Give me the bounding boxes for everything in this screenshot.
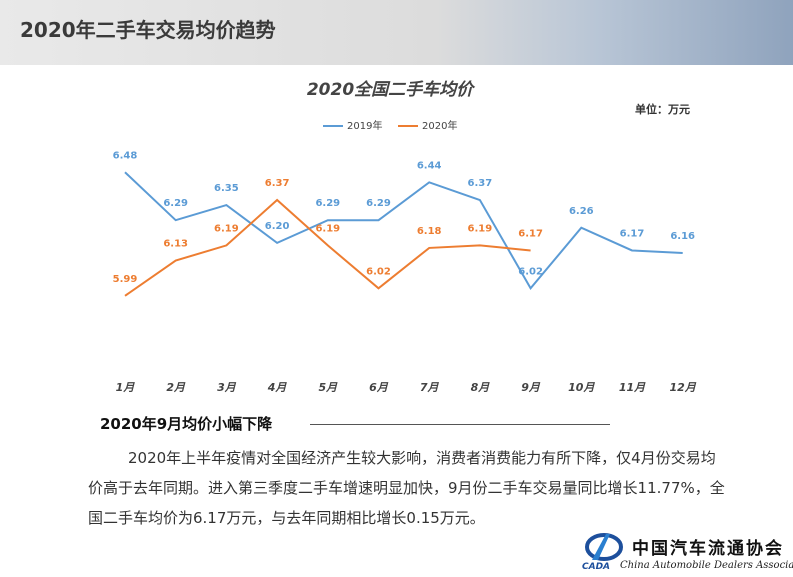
data-label: 6.02 <box>366 266 391 277</box>
data-label: 6.16 <box>670 231 695 242</box>
series-line <box>124 198 531 297</box>
logo-english: China Automobile Dealers Association <box>620 560 793 571</box>
data-label: 6.48 <box>113 150 138 161</box>
x-tick-label: 6月 <box>369 381 389 394</box>
series-line <box>124 171 683 291</box>
data-label: 6.26 <box>569 206 594 217</box>
data-label: 6.29 <box>366 198 391 209</box>
data-label: 6.13 <box>163 239 188 250</box>
logo-name: 中国汽车流通协会 <box>632 539 784 559</box>
x-tick-label: 10月 <box>568 381 595 394</box>
data-label: 6.29 <box>163 198 188 209</box>
logo: CADA 中国汽车流通协会 China Automobile Dealers A… <box>580 528 793 577</box>
x-tick-label: 3月 <box>217 381 237 394</box>
x-tick-label: 1月 <box>116 381 136 394</box>
legend-label: 2020年 <box>422 119 457 132</box>
data-label: 6.02 <box>518 266 543 277</box>
x-tick-label: 11月 <box>619 381 646 394</box>
x-tick-label: 8月 <box>471 381 491 394</box>
data-label: 6.44 <box>417 160 442 171</box>
header: 2020年二手车交易均价趋势 <box>0 0 793 65</box>
x-tick-label: 2月 <box>166 381 186 394</box>
data-label: 6.29 <box>315 198 340 209</box>
x-tick-label: 4月 <box>267 381 288 394</box>
data-label: 6.19 <box>468 223 493 234</box>
legend-label: 2019年 <box>347 119 382 132</box>
x-tick-label: 5月 <box>318 381 338 394</box>
chart-title: 2020全国二手车均价 <box>307 80 476 100</box>
data-label: 6.18 <box>417 226 442 237</box>
header-title: 2020年二手车交易均价趋势 <box>20 18 276 42</box>
x-tick-label: 7月 <box>420 381 440 394</box>
data-label: 5.99 <box>113 274 138 285</box>
section-heading: 2020年9月均价小幅下降 <box>100 415 273 433</box>
logo-abbr: CADA <box>582 562 611 572</box>
data-label: 6.35 <box>214 183 239 194</box>
data-label: 6.17 <box>518 228 543 239</box>
logo-icon <box>585 533 623 561</box>
chart: 2020全国二手车均价 单位：万元 2019年 2020年 1月 2月 3月 4月 5月 6月… <box>113 80 697 394</box>
section-rule <box>310 424 610 425</box>
x-tick-label: 12月 <box>670 381 697 394</box>
data-label: 6.37 <box>468 178 493 189</box>
data-label: 6.20 <box>265 221 290 232</box>
paragraph: 2020年上半年疫情对全国经济产生较大影响，消费者消费能力有所下降，仅4月份交易… <box>88 449 725 527</box>
data-label: 6.17 <box>620 228 645 239</box>
x-tick-label: 9月 <box>521 381 541 394</box>
unit-label: 单位：万元 <box>635 102 690 116</box>
data-label: 6.37 <box>265 178 290 189</box>
data-label: 6.19 <box>214 223 239 234</box>
data-label: 6.19 <box>315 223 340 234</box>
